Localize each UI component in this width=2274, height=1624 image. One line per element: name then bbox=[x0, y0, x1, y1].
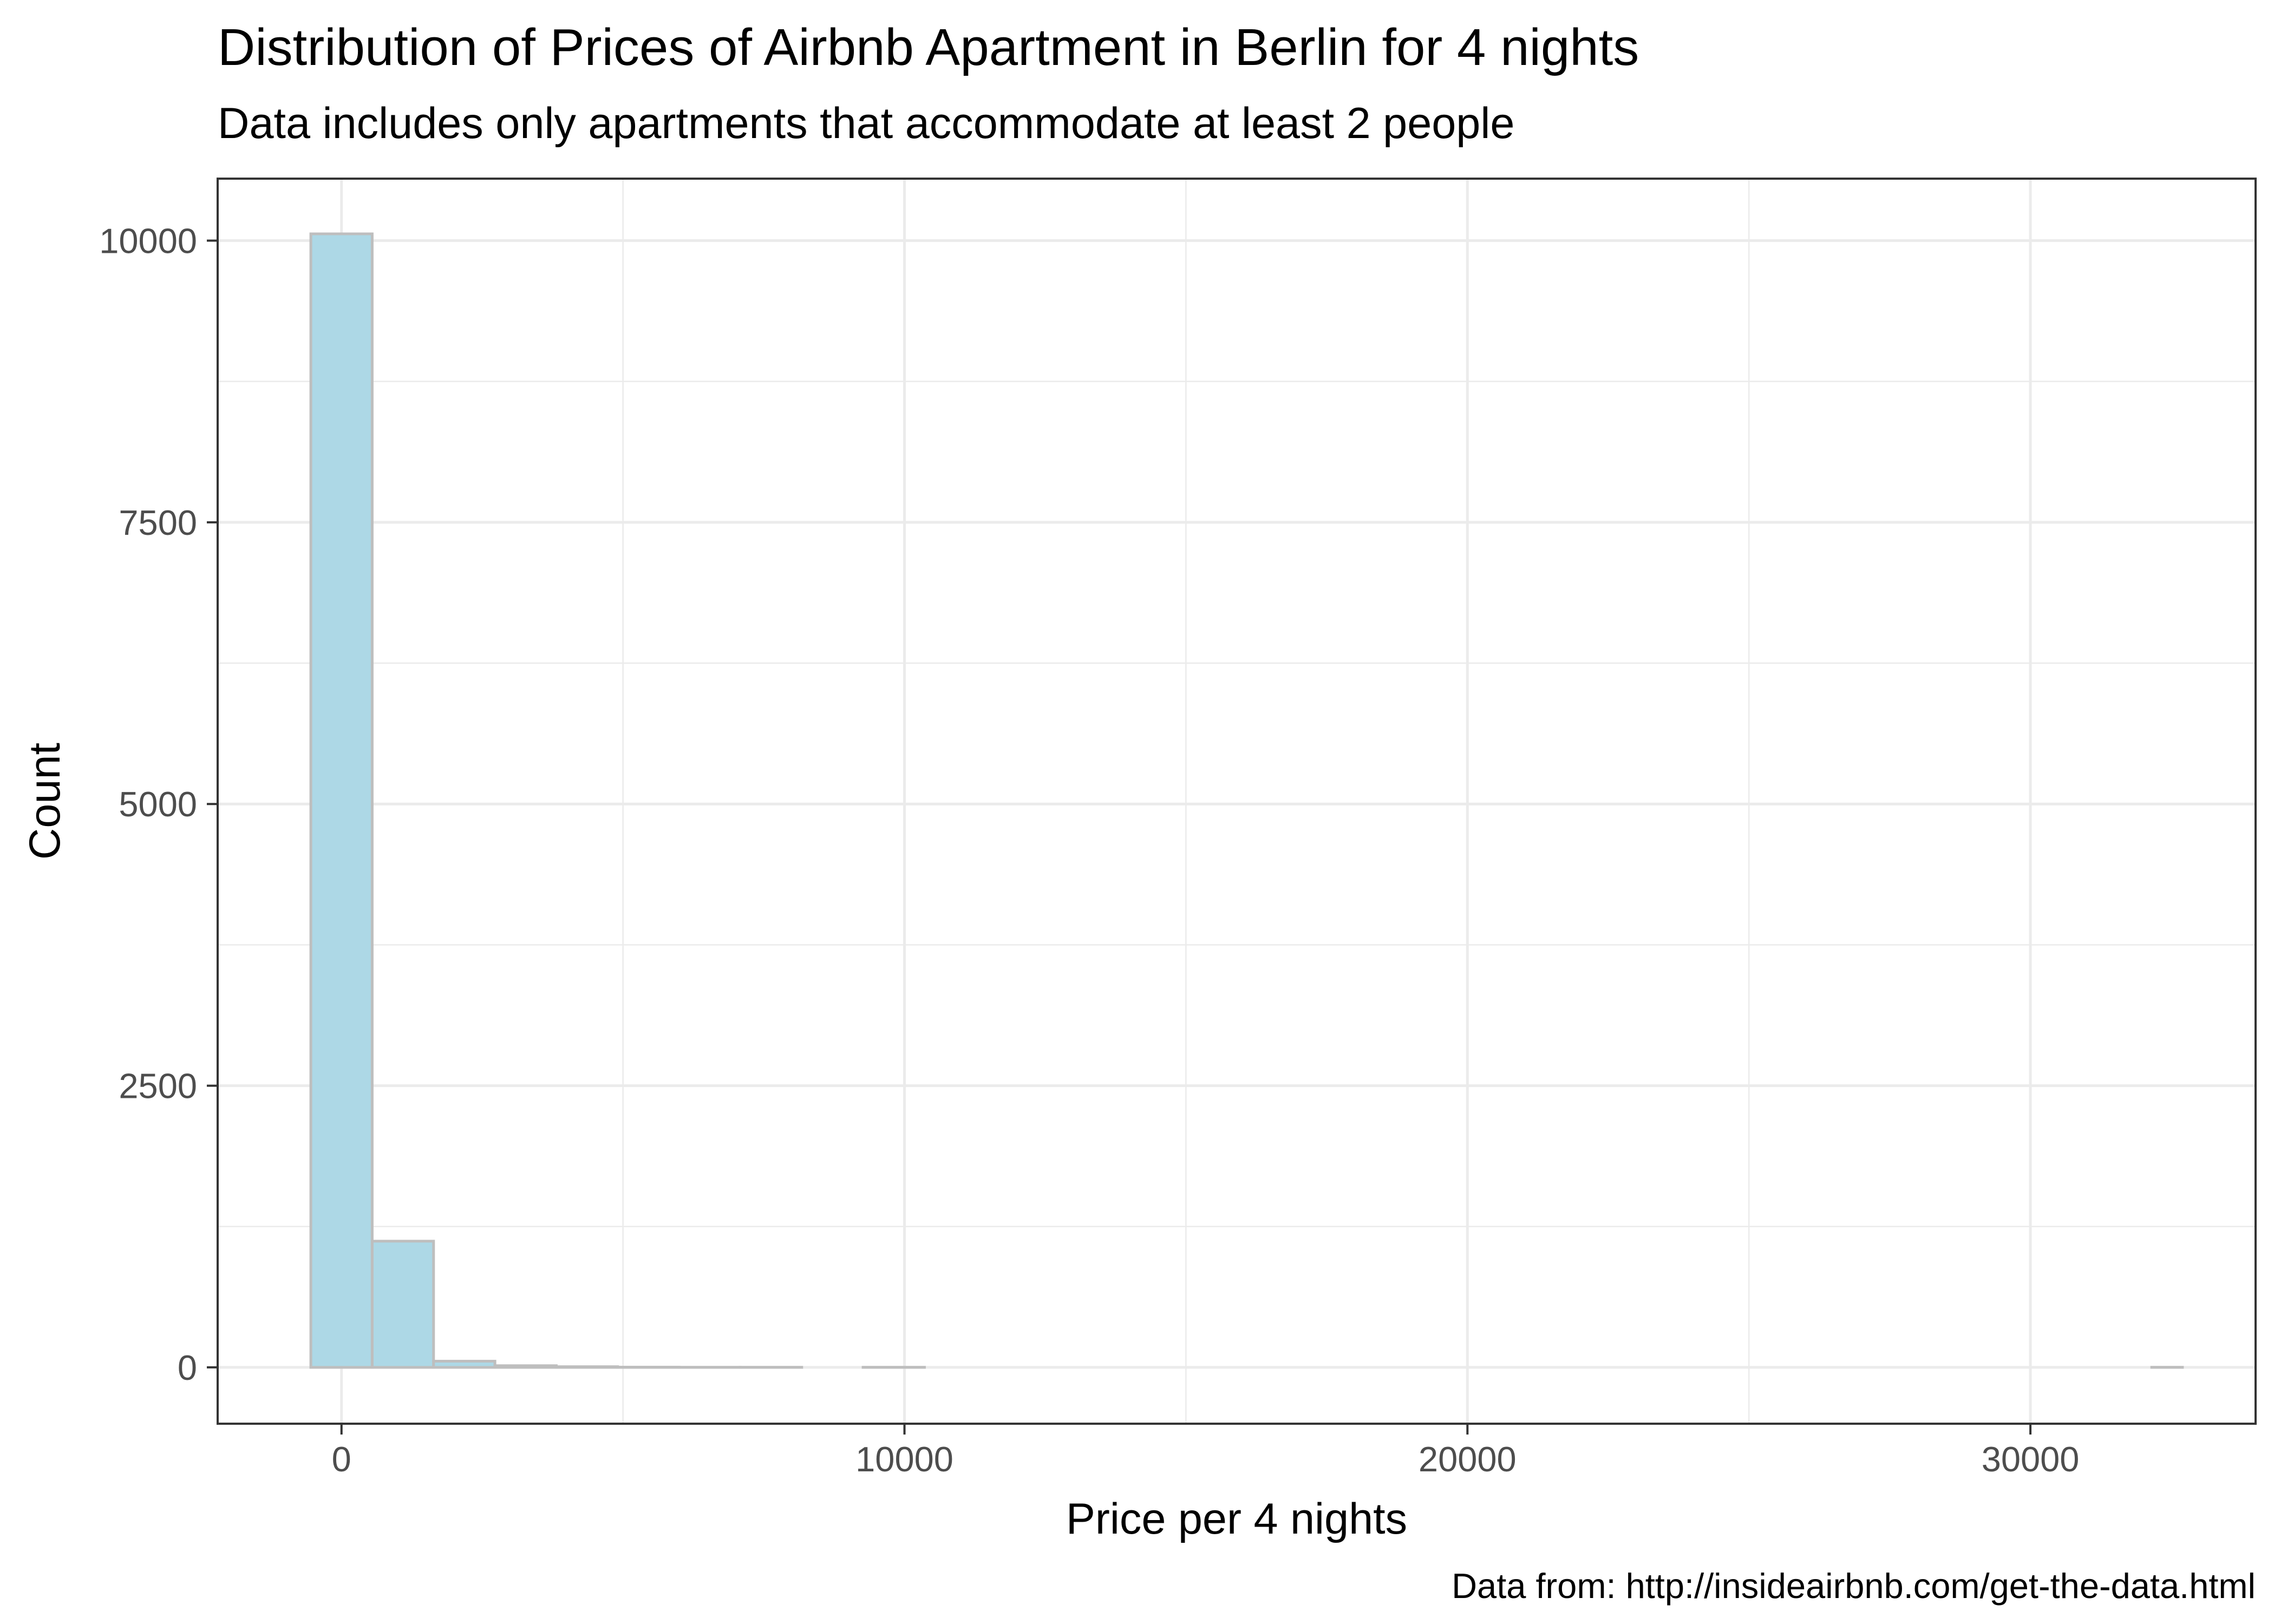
y-tick-label: 10000 bbox=[99, 221, 197, 260]
histogram-bar bbox=[309, 232, 374, 1369]
y-tick-label: 2500 bbox=[119, 1066, 197, 1106]
histogram-bar bbox=[432, 1359, 496, 1369]
x-tick-label: 20000 bbox=[1419, 1439, 1517, 1479]
ticks-layer: 0 10000 20000 30000 0 2500 5000 7500 10000 bbox=[99, 221, 2079, 1479]
y-axis-title: Count bbox=[21, 743, 69, 860]
chart-title: Distribution of Prices of Airbnb Apartme… bbox=[218, 18, 1639, 76]
y-tick-label: 0 bbox=[178, 1348, 197, 1387]
chart-caption: Data from: http://insideairbnb.com/get-t… bbox=[1452, 1566, 2256, 1606]
histogram-bar bbox=[370, 1240, 435, 1369]
bars-layer bbox=[309, 232, 2184, 1369]
chart-subtitle: Data includes only apartments that accom… bbox=[218, 99, 1514, 148]
x-axis-title: Price per 4 nights bbox=[1066, 1495, 1407, 1543]
x-tick-label: 10000 bbox=[855, 1439, 953, 1479]
x-tick-label: 0 bbox=[332, 1439, 351, 1479]
histogram-bar bbox=[493, 1364, 558, 1369]
y-tick-label: 7500 bbox=[119, 503, 197, 542]
plot-panel-border bbox=[217, 178, 2257, 1425]
x-tick-label: 30000 bbox=[1982, 1439, 2080, 1479]
y-tick-label: 5000 bbox=[119, 784, 197, 824]
